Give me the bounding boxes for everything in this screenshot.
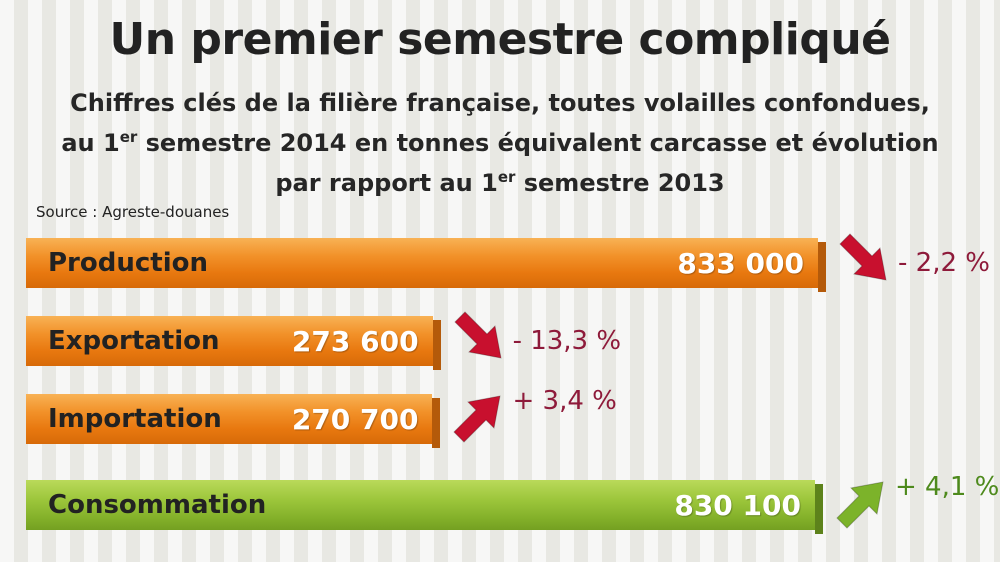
change-label-exportation: - 13,3 % [512,326,622,356]
subtitle-line-3-a: par rapport au 1 [275,169,498,197]
arrow-down-right-icon-production [839,233,887,281]
bar-value-production: 833 000 [677,246,804,280]
subtitle-line-2-sup: er [119,128,138,146]
arrow-down-right-icon-exportation [453,311,502,359]
subtitle-line-2-a: au 1 [61,129,120,157]
change-label-production: - 2,2 % [898,248,990,278]
source-note: Source : Agreste-douanes [36,203,230,221]
bar-label-consommation: Consommation [48,490,267,520]
chart-title: Un premier semestre compliqué [109,14,891,65]
arrow-up-right-icon-importation [453,395,502,443]
bar-production: Production 833 000 [26,238,826,292]
subtitle-line-3: par rapport au 1er semestre 2013 [60,160,940,200]
subtitle-line-2-b: semestre 2014 en tonnes équivalent carca… [137,129,939,157]
bar-value-exportation: 273 600 [291,324,419,358]
bar-exportation: Exportation 273 600 [26,316,441,370]
bar-importation: Importation 270 700 [26,394,441,448]
subtitle-line-3-b: semestre 2013 [515,169,725,197]
bar-shadow [818,242,826,292]
subtitle-line-2: au 1er semestre 2014 en tonnes équivalen… [60,120,940,160]
bar-value-importation: 270 700 [291,402,419,436]
chart-subtitle: Chiffres clés de la filière française, t… [60,86,940,200]
change-label-consommation: + 4,1 % [895,472,1000,502]
bar-shadow [815,484,823,534]
bar-consommation: Consommation 830 100 [26,480,823,534]
subtitle-line-1: Chiffres clés de la filière française, t… [70,89,930,117]
bar-shadow [432,320,441,370]
bar-label-production: Production [48,248,208,278]
change-label-importation: + 3,4 % [512,386,617,416]
bar-label-exportation: Exportation [48,326,220,356]
bar-value-consommation: 830 100 [674,488,801,522]
bar-shadow [432,398,441,448]
subtitle-line-3-sup: er [497,168,516,186]
bar-label-importation: Importation [48,404,222,434]
arrow-up-right-icon-consommation [836,481,884,529]
